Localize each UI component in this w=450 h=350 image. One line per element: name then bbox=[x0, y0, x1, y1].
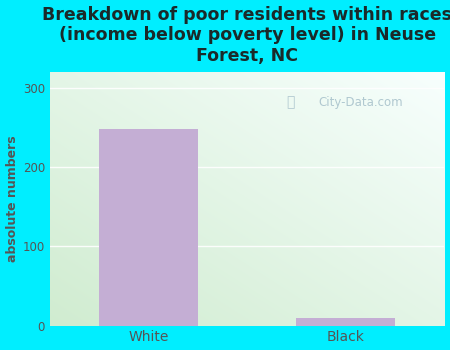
Title: Breakdown of poor residents within races
(income below poverty level) in Neuse
F: Breakdown of poor residents within races… bbox=[42, 6, 450, 65]
Text: ⦾: ⦾ bbox=[286, 96, 295, 110]
Bar bbox=[99, 129, 198, 326]
Y-axis label: absolute numbers: absolute numbers bbox=[5, 135, 18, 262]
Text: City-Data.com: City-Data.com bbox=[318, 96, 403, 109]
Bar bbox=[297, 318, 395, 326]
